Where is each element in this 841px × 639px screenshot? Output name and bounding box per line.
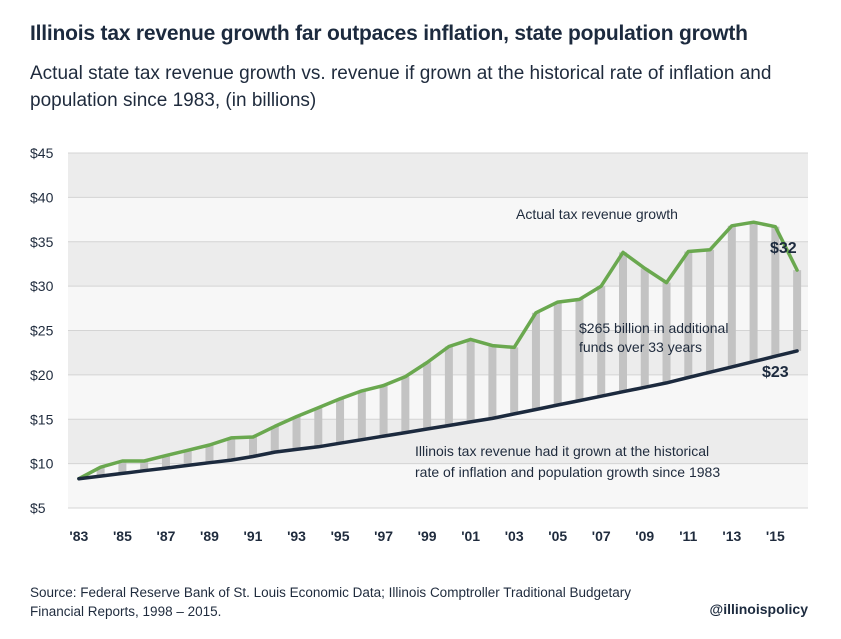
gap-bar — [292, 416, 301, 450]
gap-bar — [249, 437, 257, 457]
annotation-gap-line2: funds over 33 years — [579, 339, 702, 355]
end-label-historical: $23 — [762, 364, 789, 381]
x-tick-label: '97 — [374, 528, 393, 544]
gap-bar — [140, 460, 149, 471]
x-tick-label: '13 — [722, 528, 741, 544]
gap-bar — [96, 467, 105, 477]
gap-bar — [793, 270, 802, 351]
gap-bar — [706, 249, 715, 373]
background-band — [68, 153, 808, 198]
annotation-historical-line2: rate of inflation and population growth … — [415, 464, 720, 480]
gap-bar — [510, 347, 519, 414]
annotation-historical-line1: Illinois tax revenue had it grown at the… — [415, 443, 709, 459]
gap-bars — [96, 222, 802, 477]
gap-bar — [336, 398, 345, 444]
x-tick-label: '03 — [505, 528, 524, 544]
end-label-actual: $32 — [770, 240, 797, 257]
gap-bar — [640, 268, 649, 388]
series-line-historical — [77, 349, 799, 481]
background-band — [68, 241, 808, 287]
gap-bar — [619, 252, 627, 392]
gap-bar — [553, 302, 562, 406]
x-tick-label: '85 — [113, 528, 132, 544]
twitter-handle[interactable]: @illinoispolicy — [709, 601, 808, 617]
gap-bar — [379, 385, 388, 437]
gap-bar — [205, 444, 214, 463]
y-axis: $5 $10 $15 $20 $25 $30 $35 $40 $45 — [30, 145, 54, 516]
series-line-actual — [77, 220, 799, 481]
y-tick-label: $10 — [30, 456, 54, 472]
y-tick-label: $45 — [30, 145, 54, 161]
gap-bar — [401, 376, 410, 433]
gap-bar — [423, 362, 432, 430]
gap-bar — [727, 225, 736, 367]
y-tick-label: $25 — [30, 323, 54, 339]
series-lines — [77, 220, 799, 481]
background-band — [68, 197, 808, 242]
gap-bar — [118, 460, 127, 474]
gap-bar — [488, 345, 497, 419]
source-note: Source: Federal Reserve Bank of St. Loui… — [30, 585, 632, 619]
x-tick-label: '87 — [156, 528, 175, 544]
gap-bar — [466, 339, 475, 422]
x-tick-label: '99 — [418, 528, 437, 544]
x-tick-label: '11 — [679, 528, 697, 544]
x-tick-label: '91 — [244, 528, 263, 544]
y-tick-label: $30 — [30, 278, 54, 294]
gap-bar — [575, 299, 584, 401]
y-tick-label: $40 — [30, 189, 54, 205]
gap-bar — [662, 282, 671, 383]
x-tick-label: '95 — [331, 528, 350, 544]
x-tick-label: '07 — [592, 528, 611, 544]
x-axis: '83 '85 '87 '89 '91 '93 '95 '97 '99 '01 '03 '05 '07 '… — [69, 528, 785, 544]
x-tick-label: '01 — [461, 528, 480, 544]
gap-bar — [531, 312, 540, 410]
gap-bar — [749, 222, 758, 362]
annotations: Actual tax revenue growth $265 billion i… — [415, 206, 797, 480]
gap-bar — [314, 407, 323, 447]
chart-title: Illinois tax revenue growth far outpaces… — [30, 22, 748, 45]
background-band — [68, 463, 808, 508]
gap-bar — [771, 226, 780, 357]
y-tick-label: $5 — [30, 500, 46, 516]
gap-bar — [357, 390, 366, 440]
y-tick-label: $35 — [30, 234, 54, 250]
x-tick-label: '09 — [635, 528, 654, 544]
x-tick-label: '93 — [287, 528, 306, 544]
x-tick-label: '15 — [766, 528, 785, 544]
gap-bar — [444, 346, 453, 426]
y-tick-label: $15 — [30, 411, 54, 427]
x-tick-label: '05 — [548, 528, 567, 544]
x-tick-label: '83 — [69, 528, 88, 544]
gap-bar — [270, 426, 279, 453]
y-tick-label: $20 — [30, 367, 54, 383]
chart-subtitle: Actual state tax revenue growth vs. reve… — [30, 63, 772, 111]
gap-bar — [227, 437, 236, 461]
gap-bar — [684, 251, 693, 378]
annotation-actual-growth: Actual tax revenue growth — [516, 206, 678, 222]
gap-bar — [161, 455, 170, 469]
gap-bar — [183, 450, 192, 466]
gap-bar — [597, 286, 606, 397]
annotation-gap-line1: $265 billion in additional — [579, 320, 728, 336]
background-band — [68, 374, 808, 420]
x-tick-label: '89 — [200, 528, 219, 544]
